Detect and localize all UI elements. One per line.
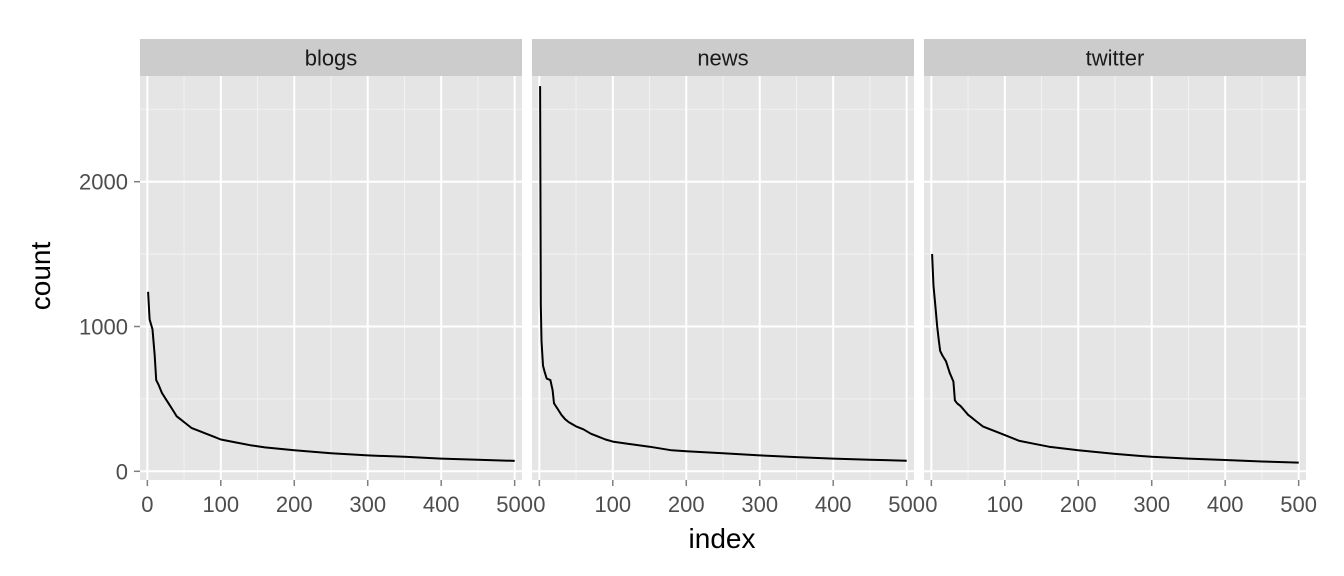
series-line-twitter xyxy=(931,254,1299,464)
x-tick-label: 200 xyxy=(276,492,313,517)
x-tick-label: 500 xyxy=(496,492,533,517)
x-tick-label: 300 xyxy=(349,492,386,517)
facet-strip-label: blogs xyxy=(305,46,358,71)
panel-twitter: twitter 0 100 200 300 400 500 xyxy=(924,39,1317,517)
x-tick-label: 500 xyxy=(1280,492,1317,517)
x-tick-label: 100 xyxy=(594,492,631,517)
series-line-blogs xyxy=(147,291,515,462)
x-tick-label: 100 xyxy=(986,492,1023,517)
y-tick-label: 0 xyxy=(116,459,128,484)
x-tick-label: 300 xyxy=(741,492,778,517)
x-axis-title: index xyxy=(689,523,756,554)
x-tick-label: 0 xyxy=(925,492,937,517)
x-tick-label: 0 xyxy=(533,492,545,517)
x-tick-label: 400 xyxy=(1207,492,1244,517)
x-tick-label: 500 xyxy=(888,492,925,517)
x-tick-label: 400 xyxy=(815,492,852,517)
x-tick-label: 200 xyxy=(668,492,705,517)
y-tick-label: 2000 xyxy=(79,170,128,195)
y-tick-label: 1000 xyxy=(79,315,128,340)
facet-strip xyxy=(924,39,1306,76)
facet-strip xyxy=(140,39,522,76)
series-line-news xyxy=(539,86,907,462)
y-axis-title: count xyxy=(25,242,56,311)
panel-blogs: blogs 0 100 200 300 400 500 xyxy=(140,39,533,517)
y-axis: 0 1000 2000 xyxy=(79,170,140,484)
x-tick-label: 100 xyxy=(202,492,239,517)
x-tick-label: 300 xyxy=(1133,492,1170,517)
facet-strip-label: twitter xyxy=(1086,46,1145,71)
x-tick-label: 200 xyxy=(1060,492,1097,517)
panel-news: news 0 100 200 300 400 500 xyxy=(532,39,925,517)
facet-strip xyxy=(532,39,914,76)
panels-layer: blogs 0 100 200 300 400 500 news 0 100 200 300 400 50… xyxy=(140,39,1317,517)
x-tick-label: 400 xyxy=(423,492,460,517)
x-tick-label: 0 xyxy=(141,492,153,517)
facet-strip-label: news xyxy=(697,46,748,71)
